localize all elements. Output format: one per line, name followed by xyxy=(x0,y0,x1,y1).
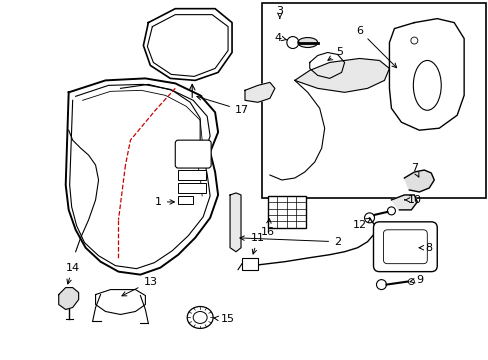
Text: 9: 9 xyxy=(409,275,422,285)
Text: 5: 5 xyxy=(327,48,343,60)
Polygon shape xyxy=(294,58,388,92)
Ellipse shape xyxy=(187,306,213,328)
Text: 11: 11 xyxy=(250,233,264,254)
Bar xyxy=(242,258,258,270)
FancyBboxPatch shape xyxy=(383,230,427,264)
Polygon shape xyxy=(390,195,416,210)
Text: 13: 13 xyxy=(122,276,157,296)
Text: 3: 3 xyxy=(276,6,283,18)
Bar xyxy=(178,183,206,193)
Ellipse shape xyxy=(193,311,207,323)
Text: 14: 14 xyxy=(65,263,80,284)
Text: 16: 16 xyxy=(261,219,274,237)
Polygon shape xyxy=(244,82,274,102)
Bar xyxy=(267,196,305,228)
Text: 17: 17 xyxy=(197,96,248,115)
Ellipse shape xyxy=(412,60,440,110)
Text: 7: 7 xyxy=(410,163,418,177)
Polygon shape xyxy=(229,193,241,252)
FancyBboxPatch shape xyxy=(175,140,211,168)
Text: 8: 8 xyxy=(418,243,432,253)
Bar xyxy=(178,170,206,180)
FancyBboxPatch shape xyxy=(373,222,436,272)
Text: 1: 1 xyxy=(155,197,174,207)
Text: 6: 6 xyxy=(355,26,396,68)
Text: 15: 15 xyxy=(214,314,235,324)
Polygon shape xyxy=(404,170,433,192)
Text: 10: 10 xyxy=(404,195,421,205)
Ellipse shape xyxy=(297,37,317,48)
Bar xyxy=(262,3,485,198)
Polygon shape xyxy=(59,288,79,310)
Text: 4: 4 xyxy=(274,32,286,42)
Text: 2: 2 xyxy=(240,236,341,247)
Text: 12: 12 xyxy=(352,219,370,230)
Bar xyxy=(178,196,193,204)
